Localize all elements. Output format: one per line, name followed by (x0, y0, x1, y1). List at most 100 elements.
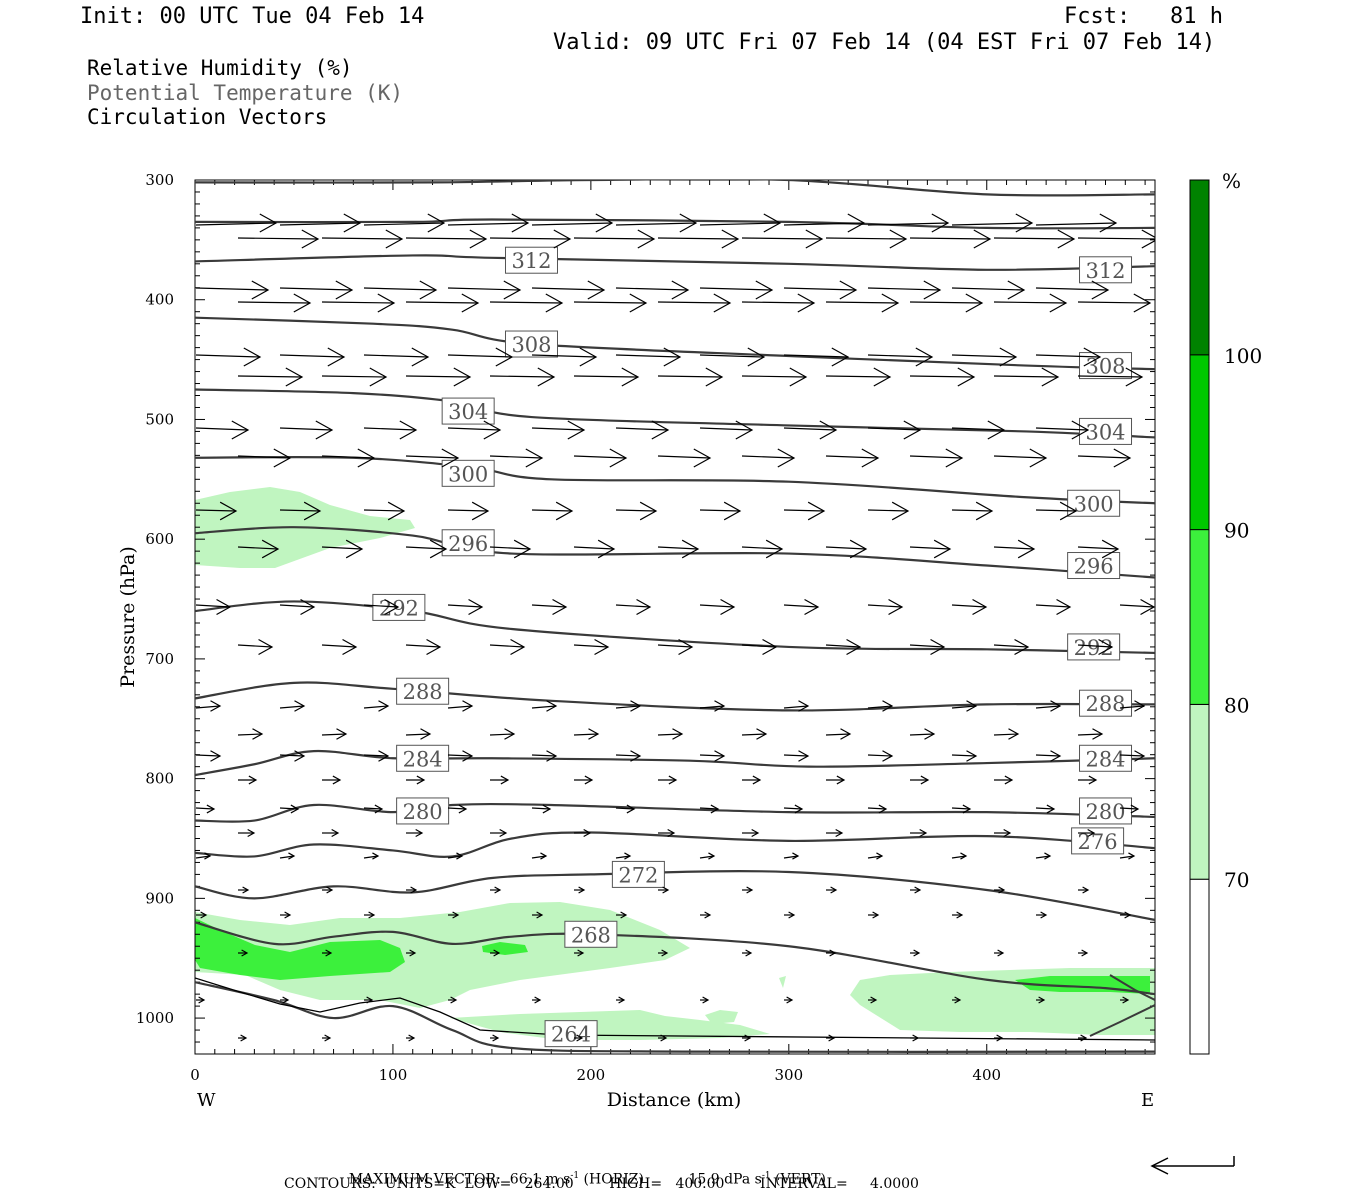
y-tick-label: 400 (145, 291, 174, 309)
circulation-vector (363, 347, 430, 367)
circulation-vector (322, 1034, 332, 1042)
circulation-vector (406, 828, 424, 838)
circulation-vector (909, 728, 936, 740)
circulation-vector (657, 539, 700, 559)
circulation-vector (447, 213, 530, 233)
circulation-vector (531, 700, 558, 712)
circulation-vector (237, 638, 274, 656)
reference-vector-icon (1150, 1156, 1235, 1175)
circulation-vector (784, 911, 796, 919)
rh-80-region-west (195, 918, 405, 980)
circulation-vector (783, 852, 800, 860)
circulation-vector (615, 700, 642, 712)
circulation-vector (405, 448, 460, 468)
circulation-vector (909, 638, 946, 656)
circulation-vector (532, 996, 542, 1004)
theta-contour-288 (195, 681, 1155, 712)
circulation-vector (447, 598, 484, 616)
circulation-vector (825, 638, 862, 656)
circulation-vector (279, 501, 322, 521)
theta-contour-308 (195, 316, 1155, 371)
circulation-vector (615, 750, 642, 762)
contour-label-284: 284 (1079, 744, 1133, 772)
contour-label-312: 312 (1079, 256, 1133, 284)
circulation-vector (994, 886, 1006, 894)
circulation-vector (279, 750, 306, 762)
circulation-vector (574, 1034, 584, 1042)
circulation-vector (993, 448, 1048, 468)
circulation-vector (532, 911, 544, 919)
circulation-vector (195, 750, 222, 762)
circulation-vector (951, 852, 968, 860)
circulation-vector (658, 949, 669, 957)
circulation-vector (195, 280, 270, 300)
contour-label-288: 288 (396, 677, 450, 705)
circulation-vector (615, 804, 636, 814)
circulation-vector (951, 804, 972, 814)
circulation-vector (448, 911, 460, 919)
circulation-vector (447, 700, 474, 712)
circulation-vector (1077, 229, 1155, 249)
svg-text:296: 296 (448, 532, 488, 556)
circulation-vector (363, 804, 384, 814)
circulation-vector (699, 750, 726, 762)
theta-contour-296 (195, 526, 1155, 579)
contour-label-280: 280 (396, 797, 450, 825)
circulation-vector (994, 775, 1014, 785)
circulation-vector (784, 996, 794, 1004)
circulation-vector (447, 280, 522, 300)
circulation-vector (657, 229, 740, 249)
circulation-vector (573, 293, 648, 313)
circulation-vector (825, 367, 892, 387)
circulation-vector (658, 1034, 668, 1042)
circulation-vector (321, 367, 388, 387)
colorbar-level-label: 80 (1224, 693, 1249, 717)
footer-contours: CONTOURS: UNITS=K LOW= 264.00 HIGH= 400.… (284, 1176, 919, 1192)
circulation-vector (699, 213, 782, 233)
svg-text:300: 300 (448, 462, 488, 486)
circulation-vector (951, 213, 1034, 233)
circulation-vector (993, 728, 1020, 740)
circulation-vector (321, 728, 348, 740)
circulation-vector (867, 280, 942, 300)
circulation-vector (951, 501, 994, 521)
svg-text:304: 304 (1085, 420, 1125, 444)
circulation-vector (826, 949, 837, 957)
circulation-vector (574, 828, 592, 838)
svg-text:264: 264 (551, 1023, 591, 1047)
circulation-vector (531, 347, 598, 367)
y-tick-label: 900 (145, 889, 174, 907)
circulation-vector (699, 347, 766, 367)
circulation-vector (573, 229, 656, 249)
circulation-vector (490, 949, 501, 957)
circulation-vector (1078, 1034, 1088, 1042)
circulation-vector (322, 775, 342, 785)
circulation-vector (363, 700, 390, 712)
circulation-vector (909, 229, 992, 249)
footer-max-vector: MAXIMUM VECTOR: 66.1 m s-1 (HORIZ) 15.9 … (348, 1171, 826, 1188)
circulation-vector (783, 501, 826, 521)
circulation-vector (825, 293, 900, 313)
circulation-vector (363, 280, 438, 300)
svg-text:300: 300 (1074, 492, 1114, 516)
circulation-vector (699, 852, 716, 860)
circulation-vector (868, 911, 880, 919)
circulation-vector (447, 804, 468, 814)
circulation-vector (742, 886, 754, 894)
circulation-vector (489, 448, 544, 468)
contour-label-284: 284 (396, 744, 450, 772)
circulation-vector (489, 638, 526, 656)
circulation-vector (909, 448, 964, 468)
circulation-vector (280, 911, 292, 919)
circulation-vector (1077, 293, 1152, 313)
circulation-vector (405, 728, 432, 740)
circulation-vector (993, 638, 1030, 656)
rh-80-region-center (482, 942, 528, 955)
colorbar-level-label: 90 (1224, 519, 1249, 543)
contour-label-272: 272 (611, 860, 665, 888)
circulation-vector (741, 638, 778, 656)
circulation-vector (573, 448, 628, 468)
circulation-vector (322, 828, 340, 838)
circulation-vector (1036, 911, 1048, 919)
circulation-vector (867, 347, 934, 367)
